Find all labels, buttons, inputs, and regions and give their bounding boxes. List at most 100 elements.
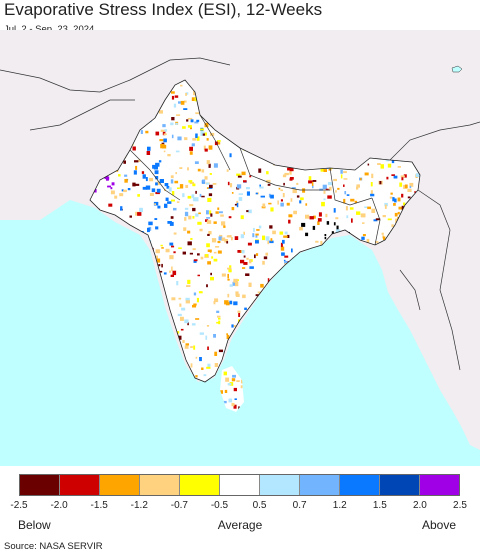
esi-pixel — [107, 185, 111, 188]
esi-pixel — [221, 221, 226, 226]
esi-pixel — [206, 284, 208, 288]
esi-pixel — [171, 266, 173, 271]
esi-pixel — [208, 193, 213, 197]
esi-pixel — [171, 245, 175, 248]
esi-pixel — [231, 378, 236, 382]
esi-pixel — [176, 281, 179, 286]
esi-pixel — [403, 202, 406, 206]
esi-pixel — [335, 229, 341, 234]
esi-pixel — [169, 270, 171, 273]
legend: -2.5 -2.0 -1.5 -1.2 -0.7 -0.5 0.5 0.7 1.2 1.5 2.0 2… — [0, 466, 480, 554]
esi-pixel — [279, 231, 284, 235]
esi-pixel — [361, 213, 366, 218]
esi-pixel — [240, 234, 245, 239]
esi-pixel — [155, 182, 158, 186]
esi-pixel — [145, 177, 148, 182]
esi-pixel — [187, 279, 191, 285]
esi-pixel — [237, 310, 241, 313]
esi-pixel — [145, 130, 149, 134]
esi-pixel — [238, 313, 241, 317]
esi-pixel — [170, 175, 174, 179]
esi-pixel — [171, 91, 175, 94]
esi-pixel — [160, 129, 165, 132]
esi-pixel — [235, 291, 239, 296]
esi-pixel — [158, 110, 163, 114]
esi-pixel — [249, 259, 252, 264]
esi-pixel — [356, 184, 360, 188]
esi-pixel — [331, 231, 334, 235]
esi-pixel — [288, 219, 291, 224]
esi-pixel — [373, 219, 378, 222]
esi-pixel — [216, 321, 220, 324]
esi-pixel — [397, 166, 401, 168]
esi-pixel — [229, 153, 232, 158]
esi-pixel — [391, 224, 394, 228]
esi-pixel — [216, 310, 220, 313]
esi-pixel — [414, 191, 416, 193]
esi-pixel — [216, 142, 221, 145]
esi-pixel — [205, 254, 209, 257]
esi-pixel — [312, 225, 316, 230]
esi-pixel — [207, 363, 211, 368]
esi-pixel — [179, 184, 184, 189]
esi-pixel — [208, 231, 212, 235]
esi-pixel — [305, 214, 310, 219]
esi-pixel — [206, 182, 210, 185]
esi-pixel — [398, 206, 402, 210]
esi-pixel — [169, 255, 174, 260]
esi-pixel — [210, 276, 214, 281]
esi-pixel — [184, 207, 189, 210]
esi-pixel — [154, 170, 159, 175]
legend-swatch — [100, 475, 140, 495]
esi-pixel — [192, 183, 196, 187]
esi-pixel — [270, 207, 274, 212]
esi-pixel — [283, 259, 286, 262]
esi-pixel — [228, 269, 232, 273]
esi-pixel — [223, 371, 227, 376]
esi-pixel — [321, 201, 325, 207]
esi-pixel — [323, 169, 327, 172]
esi-pixel — [163, 150, 166, 153]
esi-pixel — [221, 273, 226, 277]
esi-pixel — [206, 220, 212, 224]
esi-pixel — [208, 145, 213, 150]
esi-pixel — [206, 217, 211, 219]
esi-pixel — [223, 225, 226, 228]
esi-pixel — [151, 188, 156, 193]
esi-pixel — [248, 282, 252, 287]
legend-swatch — [140, 475, 180, 495]
esi-pixel — [262, 203, 266, 208]
esi-pixel — [327, 182, 333, 186]
esi-pixel — [165, 248, 170, 253]
esi-pixel — [226, 169, 229, 172]
esi-pixel — [267, 278, 270, 283]
esi-pixel — [164, 129, 168, 132]
esi-pixel — [299, 226, 303, 231]
esi-pixel — [149, 193, 154, 196]
esi-pixel — [309, 216, 314, 220]
esi-pixel — [329, 186, 332, 191]
esi-pixel — [142, 186, 148, 190]
esi-pixel — [224, 300, 229, 305]
esi-pixel — [176, 331, 180, 334]
esi-pixel — [184, 319, 189, 324]
esi-pixel — [379, 181, 382, 185]
esi-pixel — [384, 202, 388, 207]
esi-pixel — [235, 281, 239, 287]
esi-pixel — [188, 215, 192, 220]
esi-pixel — [162, 124, 166, 128]
esi-pixel — [194, 121, 199, 124]
esi-pixel — [206, 243, 210, 248]
esi-pixel — [243, 231, 245, 235]
legend-swatch — [220, 475, 260, 495]
esi-pixel — [236, 184, 242, 189]
esi-pixel — [253, 227, 255, 232]
esi-pixel — [281, 252, 285, 256]
esi-pixel — [248, 209, 252, 214]
esi-pixel — [188, 180, 193, 183]
esi-pixel — [337, 187, 340, 190]
esi-pixel — [168, 187, 172, 192]
esi-pixel — [204, 148, 208, 152]
esi-pixel — [189, 252, 193, 255]
esi-pixel — [227, 278, 230, 281]
